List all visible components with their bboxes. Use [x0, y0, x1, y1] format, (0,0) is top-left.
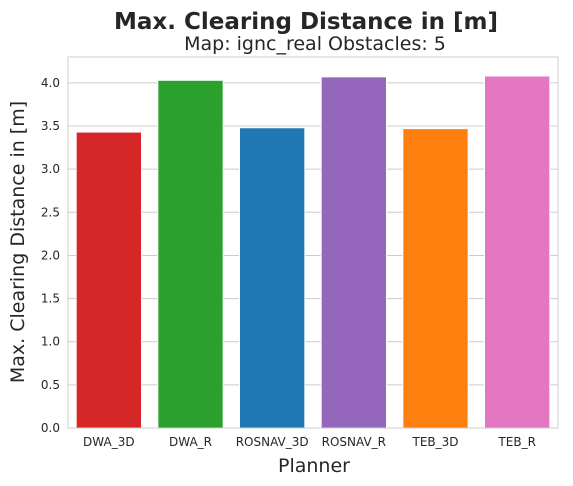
bar-teb-r — [484, 75, 551, 429]
x-tick-label: ROSNAV_R — [322, 435, 386, 449]
y-tick-label: 2.0 — [41, 248, 60, 262]
y-tick-label: 0.0 — [41, 421, 60, 435]
x-tick-label: DWA_3D — [83, 435, 135, 449]
y-tick-label: 0.5 — [41, 378, 60, 392]
y-axis-label: Max. Clearing Distance in [m] — [7, 101, 29, 383]
bar-teb-3d — [402, 128, 469, 429]
y-tick-labels: 0.0 0.5 1.0 1.5 2.0 2.5 3.0 3.5 4.0 — [41, 76, 60, 435]
x-axis-label: Planner — [278, 455, 350, 477]
bar-series — [75, 75, 551, 429]
plot-area-frame — [67, 56, 559, 429]
bar-dwa-r — [157, 79, 224, 429]
x-tick-label: ROSNAV_3D — [236, 435, 309, 449]
bar-dwa-3d — [75, 131, 142, 429]
x-tick-label: DWA_R — [169, 435, 212, 449]
y-tick-label: 4.0 — [41, 76, 60, 90]
y-tick-label: 3.0 — [41, 162, 60, 176]
bar-rosnav-r — [320, 76, 387, 429]
chart-subtitle: Map: ignc_real Obstacles: 5 — [184, 33, 446, 55]
y-tick-label: 2.5 — [41, 205, 60, 219]
y-tick-label: 3.5 — [41, 119, 60, 133]
y-tick-label: 1.0 — [41, 335, 60, 349]
chart-title: Max. Clearing Distance in [m] — [114, 9, 498, 35]
y-tick-label: 1.5 — [41, 292, 60, 306]
x-tick-label: TEB_3D — [411, 435, 458, 449]
y-gridlines — [68, 82, 558, 429]
x-tick-labels: DWA_3D DWA_R ROSNAV_3D ROSNAV_R TEB_3D TEB_R — [83, 435, 536, 449]
bar-rosnav-3d — [239, 127, 306, 429]
x-tick-label: TEB_R — [497, 435, 535, 449]
